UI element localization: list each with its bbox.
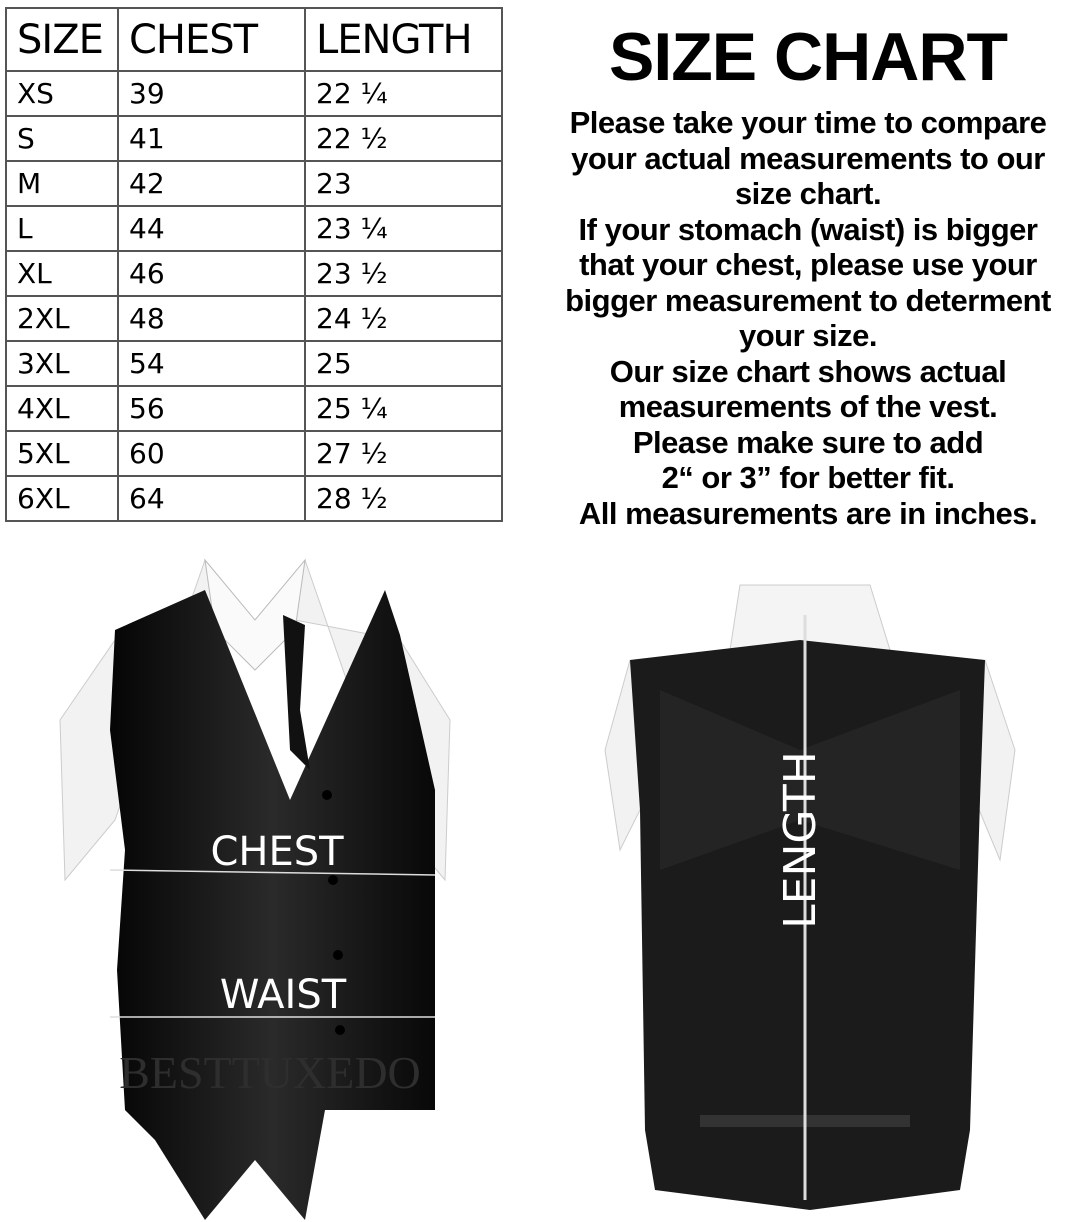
table-row: 3XL 54 25 bbox=[5, 340, 503, 387]
header-length: LENGTH bbox=[304, 7, 503, 72]
table-row: 4XL 56 25 ¼ bbox=[5, 385, 503, 432]
table-row: L 44 23 ¼ bbox=[5, 205, 503, 252]
cell-size: 5XL bbox=[5, 430, 119, 477]
note-line: Please make sure to add bbox=[632, 424, 984, 460]
size-chart-title: SIZE CHART bbox=[609, 19, 1008, 95]
note-line: that your chest, please use your bbox=[579, 247, 1037, 282]
chest-label: CHEST bbox=[210, 829, 344, 875]
cell-size: 6XL bbox=[5, 475, 119, 522]
front-vest-image: CHEST WAIST BESTTUXEDO bbox=[59, 558, 451, 1220]
note-line: 2“ or 3” for better fit. bbox=[661, 460, 955, 495]
cell-chest: 46 bbox=[117, 250, 306, 297]
cell-length: 23 ½ bbox=[304, 250, 503, 297]
table-row: 6XL 64 28 ½ bbox=[5, 475, 503, 522]
cell-chest: 39 bbox=[117, 70, 306, 117]
table-row: M 42 23 bbox=[5, 160, 503, 207]
cell-size: 4XL bbox=[5, 385, 119, 432]
cell-chest: 64 bbox=[117, 475, 306, 522]
note-line: your size. bbox=[739, 318, 878, 353]
cell-size: XL bbox=[5, 250, 119, 297]
cell-length: 23 ¼ bbox=[304, 205, 503, 252]
table-row: 2XL 48 24 ½ bbox=[5, 295, 503, 342]
note-line: If your stomach (waist) is bigger bbox=[578, 211, 1038, 247]
note-line: measurements of the vest. bbox=[618, 389, 998, 424]
table-row: S 41 22 ½ bbox=[5, 115, 503, 162]
note-line: Our size chart shows actual bbox=[609, 353, 1007, 389]
table-row: 5XL 60 27 ½ bbox=[5, 430, 503, 477]
waist-label: WAIST bbox=[220, 972, 347, 1018]
cell-length: 22 ½ bbox=[304, 115, 503, 162]
cell-size: M bbox=[5, 160, 119, 207]
cell-size: XS bbox=[5, 70, 119, 117]
cell-chest: 44 bbox=[117, 205, 306, 252]
cell-length: 25 bbox=[304, 340, 503, 387]
length-label: LENGTH bbox=[775, 751, 826, 929]
note-line: size chart. bbox=[734, 176, 882, 211]
cell-chest: 54 bbox=[117, 340, 306, 387]
note-line: your actual measurements to our bbox=[571, 140, 1045, 176]
back-vest-image: LENGTH bbox=[604, 584, 1016, 1210]
cell-length: 24 ½ bbox=[304, 295, 503, 342]
cell-chest: 60 bbox=[117, 430, 306, 477]
cell-length: 22 ¼ bbox=[304, 70, 503, 117]
cell-chest: 41 bbox=[117, 115, 306, 162]
cell-chest: 48 bbox=[117, 295, 306, 342]
cell-size: 3XL bbox=[5, 340, 119, 387]
size-table: SIZE CHEST LENGTH XS 39 22 ¼ S 41 22 ½ M 42 23 L 4… bbox=[5, 7, 503, 522]
cell-length: 25 ¼ bbox=[304, 385, 503, 432]
cell-size: L bbox=[5, 205, 119, 252]
watermark-logo: BESTTUXEDO bbox=[119, 1047, 421, 1098]
cell-chest: 42 bbox=[117, 160, 306, 207]
cell-length: 27 ½ bbox=[304, 430, 503, 477]
size-notes: Please take your time to compare your act… bbox=[530, 105, 1081, 531]
header-size: SIZE bbox=[5, 7, 119, 72]
note-line: All measurements are in inches. bbox=[578, 495, 1038, 531]
cell-chest: 56 bbox=[117, 385, 306, 432]
cell-size: S bbox=[5, 115, 119, 162]
note-line: Please take your time to compare bbox=[569, 105, 1047, 140]
note-line: bigger measurement to determent bbox=[565, 282, 1051, 318]
table-header-row: SIZE CHEST LENGTH bbox=[5, 7, 503, 72]
cell-length: 28 ½ bbox=[304, 475, 503, 522]
header-chest: CHEST bbox=[117, 7, 306, 72]
table-row: XL 46 23 ½ bbox=[5, 250, 503, 297]
table-row: XS 39 22 ¼ bbox=[5, 70, 503, 117]
cell-size: 2XL bbox=[5, 295, 119, 342]
cell-length: 23 bbox=[304, 160, 503, 207]
